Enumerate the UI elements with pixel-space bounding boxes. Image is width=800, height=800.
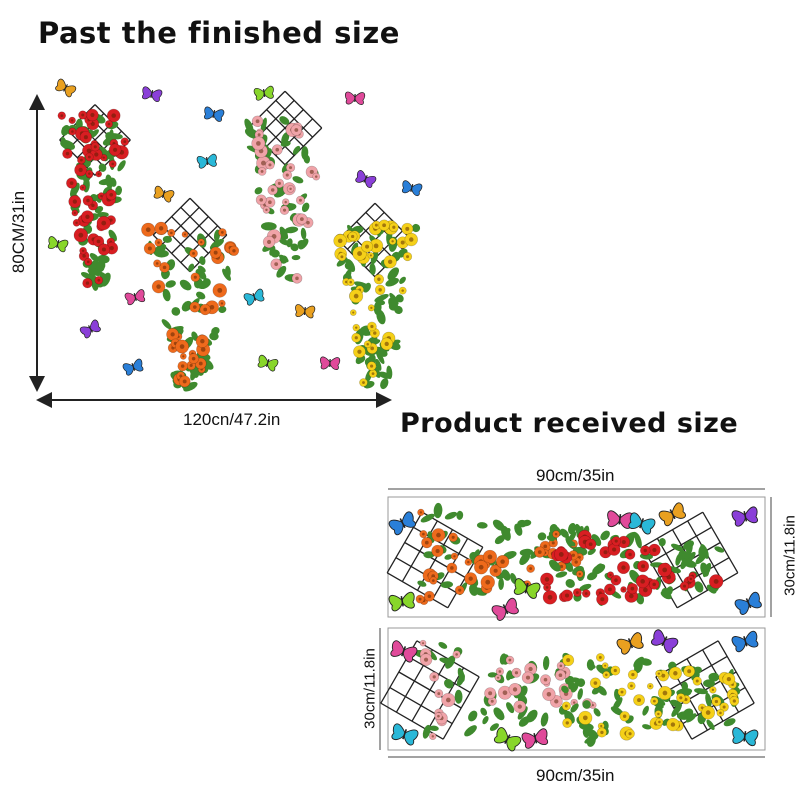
butterfly-icon [355,170,377,188]
butterfly-icon [513,578,541,599]
red-rose-hanging-plant [57,108,130,291]
butterfly-icon [731,506,759,527]
butterfly-icon [344,91,366,105]
butterfly-icon [141,86,163,102]
panel1-width-label: 90cm/35in [536,466,615,485]
panel1-border [387,496,766,618]
butterfly-icon [47,236,69,253]
received-size-title: Product received size [400,408,739,439]
butterfly-icon [658,502,686,527]
butterfly-icon [253,85,274,101]
butterfly-icon [295,304,316,319]
butterfly-icon [651,629,679,654]
panel2-width-label: 90cm/35in [536,766,615,785]
butterfly-icon [732,727,759,747]
butterfly-icon [628,512,656,535]
pink-rose-sticker [414,639,601,741]
butterfly-icon [521,728,549,749]
orange-flower-sticker [415,502,589,606]
butterfly-icon [390,640,418,663]
butterfly-icon [401,180,423,197]
butterfly-icon [391,723,419,746]
butterfly-icon [388,511,416,536]
butterfly-icon [491,597,519,621]
panel2-border [387,627,766,751]
finished-size-title: Past the finished size [38,16,400,50]
butterfly-icon [731,630,759,653]
butterfly-icon [493,727,522,752]
butterfly-icon [79,319,101,339]
finished-width-label: 120cn/47.2in [183,410,281,429]
yellow-flower-hanging-plant [333,219,421,390]
pink-rose-hanging-plant [244,115,321,284]
yellow-flower-sticker [561,652,741,747]
butterfly-icon [388,591,415,612]
butterfly-icon [124,289,146,306]
butterfly-icon [122,358,144,376]
butterfly-icon [153,185,175,203]
orange-flower-hanging-plant [141,221,240,392]
butterfly-icon [55,78,77,98]
butterfly-icon [204,106,225,122]
butterfly-icon [196,153,217,169]
red-rose-sticker [540,522,725,606]
butterfly-icon [243,288,265,306]
butterfly-icon [257,354,279,372]
butterfly-icon [734,591,762,615]
butterfly-icon [319,356,341,370]
butterfly-icon [616,632,644,655]
